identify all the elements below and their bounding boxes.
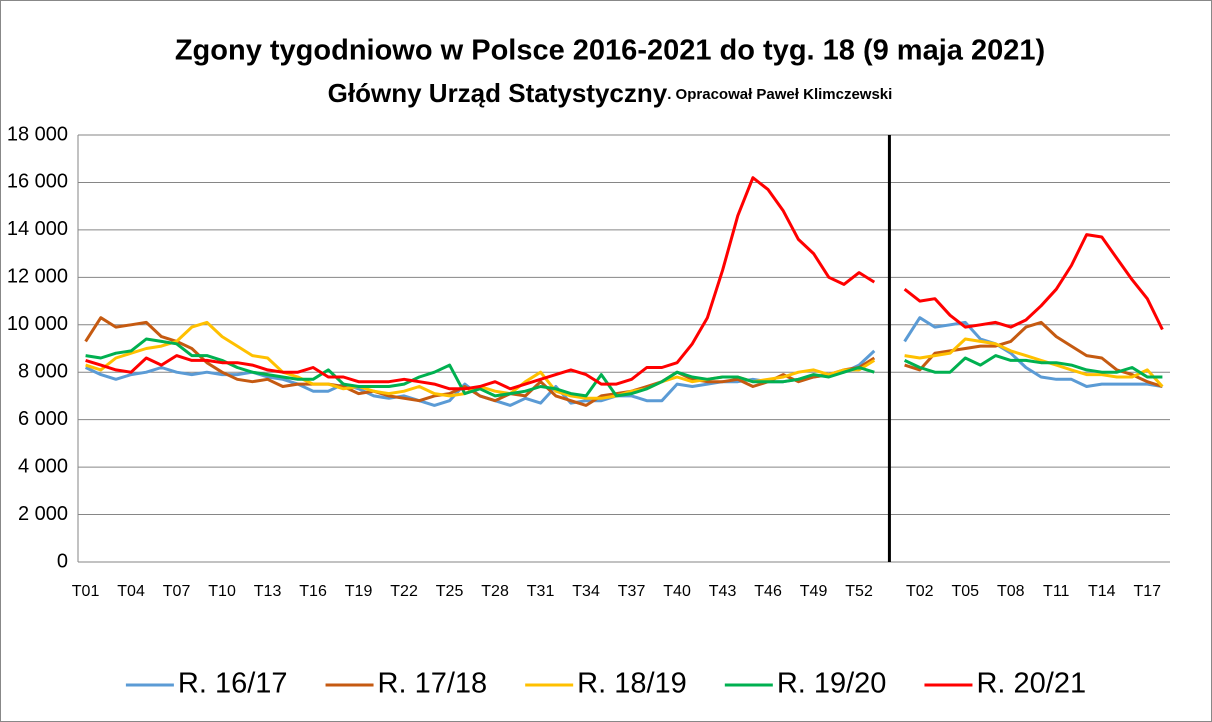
- y-tick-label: 16 000: [7, 171, 68, 193]
- x-tick-label: T40: [663, 583, 691, 600]
- y-tick-label: 2 000: [18, 503, 68, 525]
- x-tick-label: T31: [527, 583, 555, 600]
- legend-label: R. 19/20: [777, 668, 887, 700]
- x-tick-label: T37: [618, 583, 646, 600]
- x-tick-label: T13: [254, 583, 282, 600]
- y-tick-label: 6 000: [18, 408, 68, 430]
- chart-title: Zgony tygodniowo w Polsce 2016-2021 do t…: [175, 35, 1045, 67]
- x-tick-label: T25: [436, 583, 464, 600]
- chart-note: . Opracował Paweł Klimczewski: [667, 86, 892, 103]
- y-tick-label: 18 000: [7, 123, 68, 145]
- x-tick-label: T14: [1088, 583, 1116, 600]
- y-tick-label: 14 000: [7, 218, 68, 240]
- y-tick-label: 0: [57, 550, 68, 572]
- y-tick-label: 4 000: [18, 455, 68, 477]
- x-tick-label: T01: [72, 583, 100, 600]
- x-tick-label: T10: [208, 583, 236, 600]
- x-tick-label: T22: [390, 583, 418, 600]
- legend-label: R. 16/17: [178, 668, 288, 700]
- x-tick-label: T16: [299, 583, 327, 600]
- x-tick-label: T43: [709, 583, 737, 600]
- legend-label: R. 17/18: [378, 668, 488, 700]
- x-tick-label: T05: [951, 583, 979, 600]
- x-tick-label: T08: [997, 583, 1025, 600]
- y-tick-label: 12 000: [7, 266, 68, 288]
- x-tick-label: T19: [345, 583, 373, 600]
- series-line: [85, 337, 1163, 398]
- x-tick-label: T46: [754, 583, 782, 600]
- legend-label: R. 18/19: [577, 668, 687, 700]
- legend-label: R. 20/21: [976, 668, 1086, 700]
- x-tick-label: T02: [906, 583, 934, 600]
- series-line: [85, 176, 1164, 391]
- x-tick-label: T28: [481, 583, 509, 600]
- x-tick-label: T34: [572, 583, 600, 600]
- x-tick-label: T52: [845, 583, 873, 600]
- chart-subtitle-line: Główny Urząd Statystyczny. Opracował Paw…: [328, 78, 893, 108]
- y-tick-label: 10 000: [7, 313, 68, 335]
- y-tick-label: 8 000: [18, 361, 68, 383]
- chart-subtitle: Główny Urząd Statystyczny: [328, 78, 668, 108]
- x-tick-label: T49: [800, 583, 828, 600]
- x-tick-label: T07: [163, 583, 191, 600]
- x-tick-label: T17: [1133, 583, 1161, 600]
- x-tick-label: T04: [117, 583, 145, 600]
- x-tick-label: T11: [1043, 583, 1069, 600]
